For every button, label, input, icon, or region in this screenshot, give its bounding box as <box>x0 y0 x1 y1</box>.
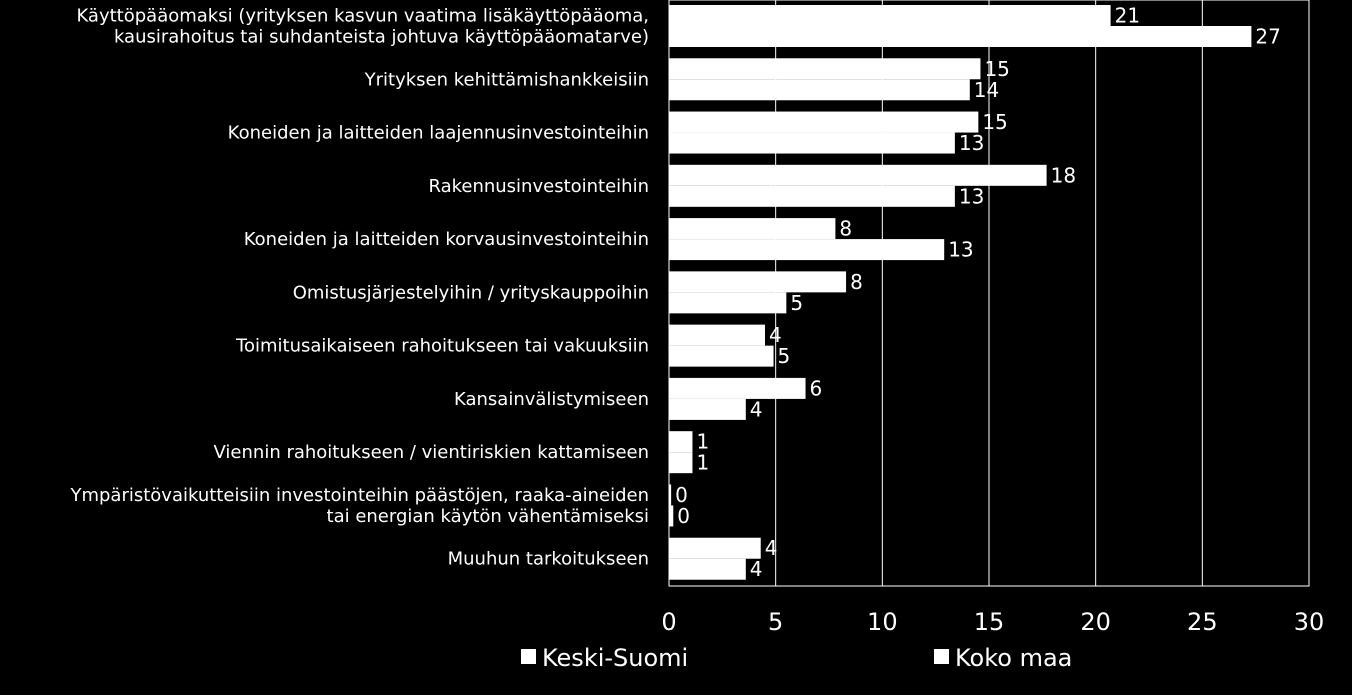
data-label-keski-suomi: 6 <box>810 376 823 400</box>
bar-koko-maa <box>669 345 774 367</box>
category-label: Muuhun tarkoitukseen <box>448 549 649 570</box>
data-label-koko-maa: 0 <box>677 504 690 528</box>
data-label-keski-suomi: 15 <box>982 110 1007 134</box>
data-label-koko-maa: 14 <box>974 78 999 102</box>
data-label-koko-maa: 5 <box>778 344 791 368</box>
bar-keski-suomi <box>669 537 761 559</box>
x-tick-label: 5 <box>768 608 783 636</box>
bar-koko-maa <box>669 185 955 207</box>
bar-keski-suomi <box>669 377 806 399</box>
category-label: Koneiden ja laitteiden laajennusinvestoi… <box>228 123 649 144</box>
bar-keski-suomi <box>669 58 981 80</box>
category-label: kausirahoitus tai suhdanteista johtuva k… <box>114 27 649 48</box>
bar-keski-suomi <box>669 5 1111 26</box>
category-label: Rakennusinvestointeihin <box>428 176 649 197</box>
x-axis-ticks: 0 5 10 15 20 25 30 <box>661 608 1324 636</box>
data-label-keski-suomi: 4 <box>769 323 782 347</box>
category-label: tai energian käytön vähentämiseksi <box>327 506 649 527</box>
data-label-keski-suomi: 8 <box>850 270 863 294</box>
bar-koko-maa <box>669 505 674 527</box>
bars <box>669 5 1252 580</box>
data-label-keski-suomi: 0 <box>675 483 688 507</box>
data-label-koko-maa: 13 <box>959 131 984 155</box>
x-tick-label: 25 <box>1187 608 1218 636</box>
legend-swatch-keski-suomi <box>521 649 536 664</box>
category-label: Kansainvälistymiseen <box>454 389 649 410</box>
legend-swatch-koko-maa <box>934 649 949 664</box>
x-tick-label: 10 <box>867 608 898 636</box>
data-label-keski-suomi: 4 <box>765 536 778 560</box>
data-label-koko-maa: 13 <box>959 184 984 208</box>
category-labels: Käyttöpääomaksi (yrityksen kasvun vaatim… <box>69 6 649 570</box>
data-label-keski-suomi: 15 <box>984 57 1009 81</box>
category-label: Yrityksen kehittämishankkeisiin <box>364 69 649 90</box>
bar-koko-maa <box>669 79 970 101</box>
category-label: Koneiden ja laitteiden korvausinvestoint… <box>244 229 649 250</box>
legend-label-keski-suomi: Keski-Suomi <box>542 644 688 672</box>
data-label-koko-maa: 5 <box>790 291 803 315</box>
bar-koko-maa <box>669 26 1252 47</box>
bar-koko-maa <box>669 452 693 474</box>
legend-label-koko-maa: Koko maa <box>955 644 1072 672</box>
category-label: Ympäristövaikutteisiin investointeihin p… <box>69 485 649 506</box>
bar-koko-maa <box>669 132 955 154</box>
bar-keski-suomi <box>669 484 672 506</box>
data-label-koko-maa: 1 <box>696 451 709 475</box>
bar-keski-suomi <box>669 164 1047 186</box>
bar-koko-maa <box>669 292 787 314</box>
bar-keski-suomi <box>669 324 765 346</box>
data-label-koko-maa: 4 <box>750 397 763 421</box>
data-label-keski-suomi: 21 <box>1115 4 1140 28</box>
category-label: Käyttöpääomaksi (yrityksen kasvun vaatim… <box>76 6 649 27</box>
data-label-keski-suomi: 1 <box>696 430 709 454</box>
bar-keski-suomi <box>669 111 979 133</box>
category-label: Omistusjärjestelyihin / yrityskauppoihin <box>293 282 649 303</box>
bar-keski-suomi <box>669 271 847 293</box>
x-tick-label: 0 <box>661 608 676 636</box>
category-label: Toimitusaikaiseen rahoitukseen tai vakuu… <box>235 336 649 357</box>
legend: Keski-Suomi Koko maa <box>521 644 1072 672</box>
x-tick-label: 30 <box>1294 608 1325 636</box>
bar-keski-suomi <box>669 218 836 240</box>
x-tick-label: 20 <box>1080 608 1111 636</box>
category-label: Viennin rahoitukseen / vientiriskien kat… <box>214 442 649 463</box>
data-label-koko-maa: 4 <box>750 557 763 581</box>
data-label-keski-suomi: 8 <box>839 217 852 241</box>
bar-koko-maa <box>669 239 945 261</box>
x-tick-label: 15 <box>974 608 1005 636</box>
data-label-koko-maa: 13 <box>948 238 973 262</box>
bar-koko-maa <box>669 558 746 580</box>
data-label-keski-suomi: 18 <box>1051 163 1076 187</box>
bar-koko-maa <box>669 398 746 420</box>
bar-keski-suomi <box>669 431 693 453</box>
data-label-koko-maa: 27 <box>1255 25 1280 49</box>
